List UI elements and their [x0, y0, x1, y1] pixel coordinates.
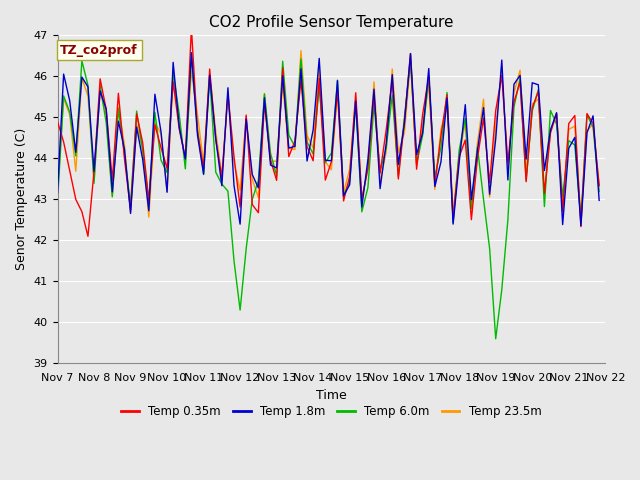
X-axis label: Time: Time [316, 389, 347, 402]
Legend: Temp 0.35m, Temp 1.8m, Temp 6.0m, Temp 23.5m: Temp 0.35m, Temp 1.8m, Temp 6.0m, Temp 2… [116, 401, 546, 423]
Y-axis label: Senor Temperature (C): Senor Temperature (C) [15, 128, 28, 271]
Title: CO2 Profile Sensor Temperature: CO2 Profile Sensor Temperature [209, 15, 454, 30]
Text: TZ_co2prof: TZ_co2prof [60, 44, 138, 57]
